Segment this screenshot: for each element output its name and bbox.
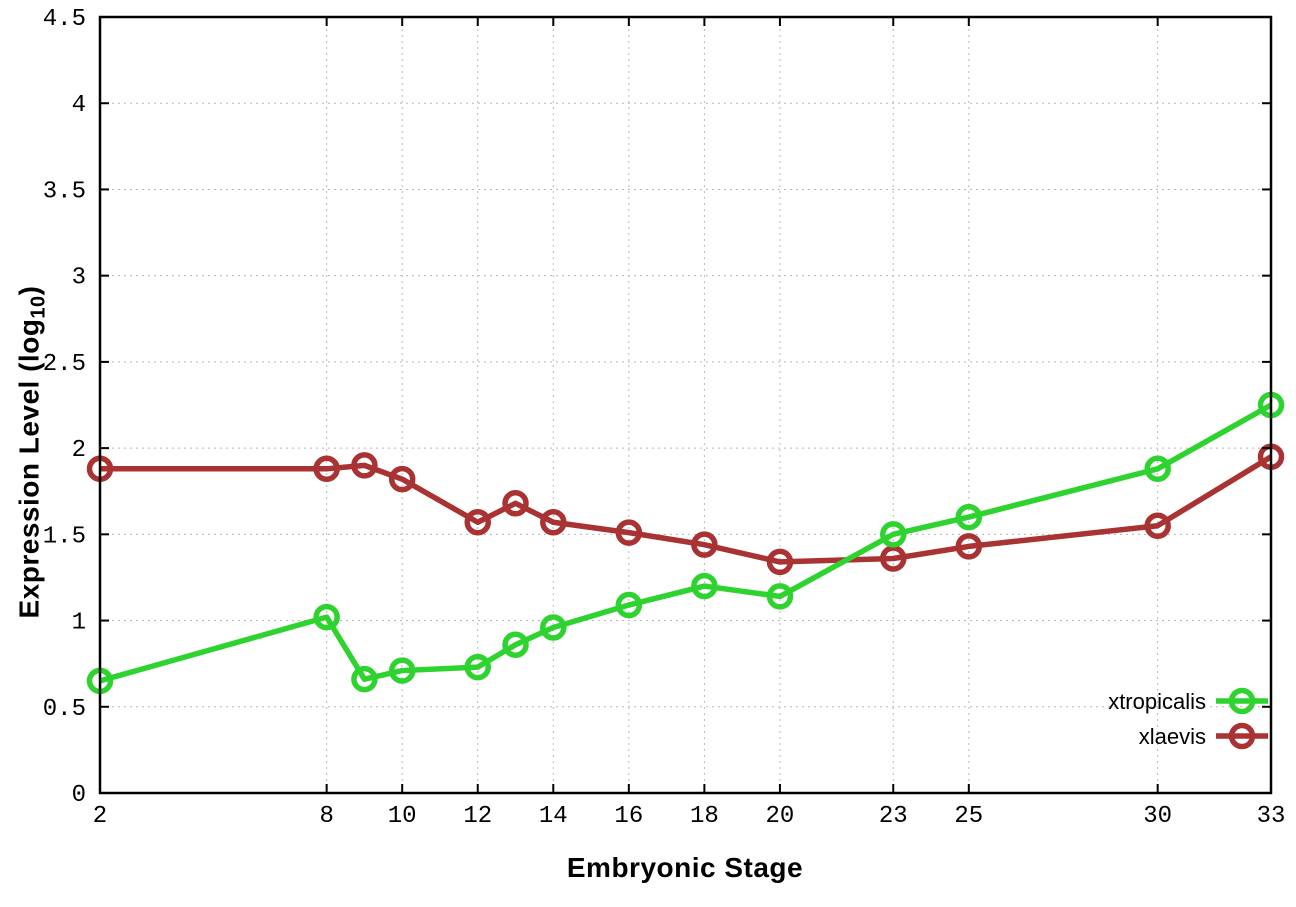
x-tick-label: 8 bbox=[319, 803, 333, 830]
y-tick-label: 3 bbox=[72, 265, 86, 292]
data-point-xtropicalis bbox=[351, 665, 378, 693]
data-point-xlaevis bbox=[351, 452, 378, 479]
x-tick-label: 18 bbox=[690, 803, 719, 830]
y-tick-label: 2 bbox=[72, 437, 86, 464]
data-point-xtropicalis bbox=[1144, 455, 1171, 483]
x-tick-label: 33 bbox=[1257, 803, 1286, 830]
y-axis-title-suffix: ) bbox=[13, 285, 45, 296]
legend-label-xlaevis: xlaevis bbox=[1139, 724, 1206, 749]
data-point-xlaevis bbox=[464, 509, 491, 536]
x-tick-label: 16 bbox=[614, 803, 643, 830]
y-tick-label: 4 bbox=[72, 92, 86, 119]
data-point-xlaevis bbox=[766, 548, 794, 576]
data-point-xtropicalis bbox=[766, 583, 794, 610]
data-point-xtropicalis bbox=[388, 657, 416, 684]
data-point-xlaevis bbox=[615, 519, 643, 546]
y-axis-title-subscript: 10 bbox=[27, 295, 50, 319]
data-point-xtropicalis bbox=[615, 591, 643, 619]
x-tick-label: 30 bbox=[1143, 803, 1172, 830]
data-point-xlaevis bbox=[313, 455, 340, 483]
y-tick-label: 2.5 bbox=[43, 351, 86, 378]
data-point-xtropicalis bbox=[502, 631, 529, 658]
legend-sample-marker bbox=[1228, 687, 1256, 715]
data-point-xtropicalis bbox=[540, 614, 567, 641]
legend-label-xtropicalis: xtropicalis bbox=[1108, 689, 1206, 714]
data-point-xtropicalis bbox=[313, 603, 340, 631]
data-point-xlaevis bbox=[880, 545, 907, 572]
x-tick-label: 2 bbox=[93, 803, 107, 830]
y-axis-title: Expression Level (log10) bbox=[14, 286, 51, 619]
y-tick-label: 3.5 bbox=[43, 178, 86, 205]
y-tick-label: 0.5 bbox=[43, 696, 86, 723]
x-tick-label: 14 bbox=[539, 803, 568, 830]
x-tick-label: 25 bbox=[954, 803, 983, 830]
data-point-xlaevis bbox=[540, 509, 567, 536]
x-tick-label: 10 bbox=[388, 803, 417, 830]
legend-sample-marker bbox=[1228, 722, 1256, 750]
x-tick-label: 23 bbox=[879, 803, 908, 830]
data-point-xlaevis bbox=[955, 533, 983, 560]
x-tick-label: 20 bbox=[766, 803, 795, 830]
x-axis-title: Embryonic Stage bbox=[566, 852, 804, 883]
data-point-xlaevis bbox=[388, 465, 416, 493]
y-tick-label: 1 bbox=[72, 610, 86, 637]
data-point-xlaevis bbox=[502, 490, 529, 517]
data-point-xtropicalis bbox=[464, 653, 491, 681]
series-line-xlaevis bbox=[100, 454, 1273, 565]
y-tick-label: 4.5 bbox=[43, 6, 86, 33]
data-point-xlaevis bbox=[1144, 512, 1171, 539]
plot-border bbox=[98, 15, 1273, 795]
data-point-xtropicalis bbox=[880, 521, 907, 548]
data-point-xtropicalis bbox=[691, 572, 718, 600]
x-tick-label: 12 bbox=[463, 803, 492, 830]
data-point-xlaevis bbox=[691, 531, 718, 558]
data-point-xtropicalis bbox=[955, 503, 983, 531]
y-tick-label: 0 bbox=[72, 782, 86, 809]
y-tick-label: 1.5 bbox=[43, 523, 86, 550]
y-axis-title-text: Expression Level (log bbox=[13, 318, 45, 619]
